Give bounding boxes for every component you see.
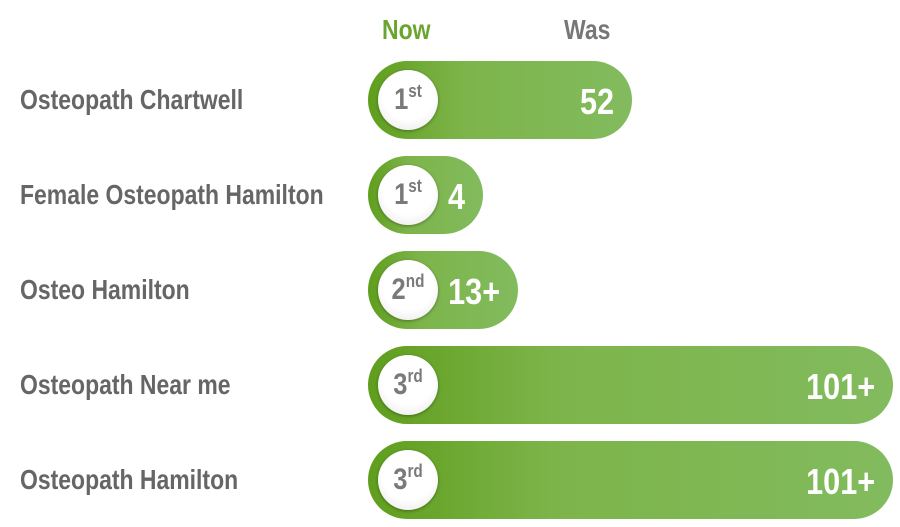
ranking-row: Osteo Hamilton 2nd 13+ (0, 250, 900, 330)
was-rank-value: 101+ (806, 366, 875, 407)
now-rank-number: 1 (394, 178, 409, 211)
ranking-row: Osteopath Hamilton 3rd 101+ (0, 440, 900, 520)
keyword-label: Female Osteopath Hamilton (20, 179, 324, 210)
now-rank-number: 3 (393, 463, 408, 496)
keyword-label: Osteopath Near me (20, 369, 231, 400)
was-rank-value: 52 (579, 81, 614, 122)
ranking-row: Osteopath Near me 3rd 101+ (0, 345, 900, 425)
now-rank-suffix: nd (405, 271, 425, 291)
now-rank-suffix: rd (407, 461, 423, 481)
ranking-row: Osteopath Chartwell 1st 52 (0, 60, 900, 140)
now-rank-suffix: st (408, 81, 422, 101)
now-rank-badge: 1st (378, 165, 438, 225)
now-rank-number: 1 (394, 83, 409, 116)
keyword-label: Osteopath Hamilton (20, 464, 239, 495)
ranking-bar: 1st 4 (368, 156, 483, 234)
was-rank-value: 4 (447, 176, 465, 217)
keyword-label: Osteopath Chartwell (20, 84, 244, 115)
ranking-bar: 2nd 13+ (368, 251, 518, 329)
now-rank-suffix: rd (407, 366, 423, 386)
now-rank-badge: 1st (378, 70, 438, 130)
ranking-row: Female Osteopath Hamilton 1st 4 (0, 155, 900, 235)
now-rank-number: 2 (391, 273, 406, 306)
was-rank-value: 101+ (806, 461, 875, 502)
ranking-bar: 3rd 101+ (368, 441, 893, 519)
now-rank-badge: 3rd (378, 355, 438, 415)
now-rank-badge: 2nd (378, 260, 438, 320)
ranking-bar: 3rd 101+ (368, 346, 893, 424)
ranking-bar: 1st 52 (368, 61, 632, 139)
now-header: Now (382, 14, 431, 45)
now-rank-badge: 3rd (378, 450, 438, 510)
now-rank-number: 3 (393, 368, 408, 401)
keyword-label: Osteo Hamilton (20, 274, 190, 305)
was-header: Was (564, 14, 611, 45)
now-rank-suffix: st (408, 176, 422, 196)
was-rank-value: 13+ (448, 271, 500, 312)
